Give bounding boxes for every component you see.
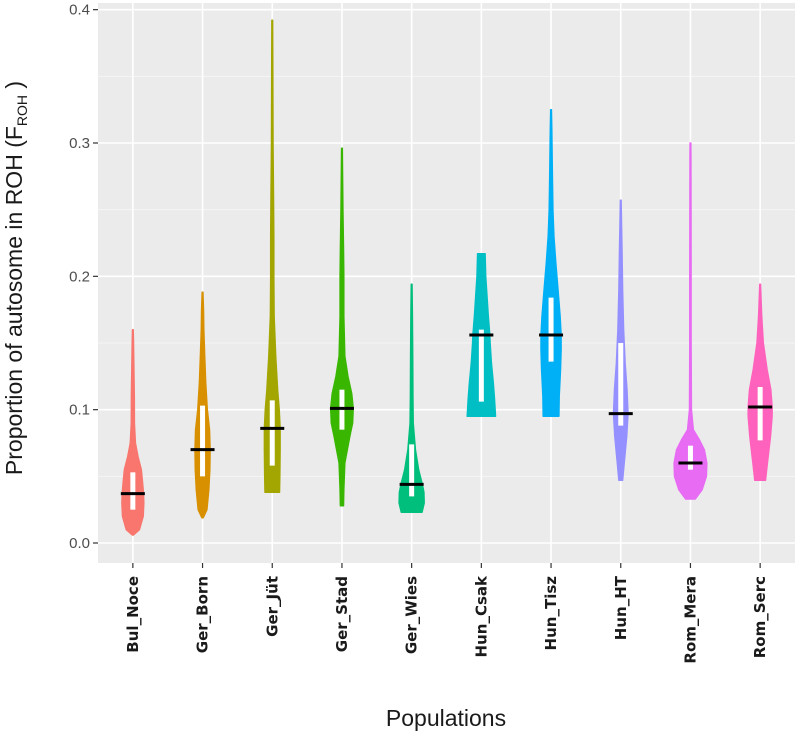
- x-tick-label: Bul_Noce: [124, 576, 142, 653]
- violin-Hun_Tisz: [539, 108, 564, 418]
- x-tick-label: Ger_Stad: [333, 576, 351, 652]
- violin-Rom_Serc: [747, 283, 773, 482]
- y-axis-title-main: Proportion of autosome in ROH (F: [1, 126, 27, 475]
- violin-body: [612, 199, 629, 482]
- y-tick-label: 0.1: [69, 402, 90, 419]
- violins: [120, 19, 773, 536]
- violin-Bul_Noce: [120, 328, 145, 536]
- violin-body: [673, 142, 708, 500]
- x-tick-label: Ger_Jüt: [263, 576, 281, 637]
- y-axis-title-end: ): [1, 81, 27, 95]
- violin-body: [747, 283, 773, 482]
- x-tick-label: Hun_Csak: [472, 575, 490, 657]
- y-tick-label: 0.4: [69, 2, 90, 19]
- x-tick-label: Hun_HT: [612, 575, 630, 640]
- x-tick-label: Hun_Tisz: [542, 576, 560, 651]
- violin-body: [398, 283, 425, 514]
- x-axis: Bul_Noce Ger_Born Ger_Jüt Ger_Stad Ger_Wies H…: [124, 563, 769, 664]
- x-tick-label: Rom_Mera: [681, 576, 699, 664]
- y-axis: 0.0 0.1 0.2 0.3 0.4: [69, 2, 98, 552]
- violin-body: [121, 328, 145, 536]
- x-axis-title: Populations: [386, 705, 506, 731]
- violin-Rom_Mera: [673, 142, 708, 500]
- y-axis-title: Proportion of autosome in ROH (FROH ): [1, 81, 30, 475]
- y-tick-label: 0.2: [69, 268, 90, 285]
- violin-Ger_Jüt: [260, 19, 285, 494]
- violin-Hun_HT: [608, 199, 633, 482]
- violin-Ger_Born: [190, 291, 215, 519]
- violin-Ger_Wies: [398, 283, 425, 514]
- violin-body: [329, 147, 354, 507]
- violin-body: [263, 19, 281, 494]
- violin-Ger_Stad: [329, 147, 354, 507]
- violin-Hun_Csak: [466, 252, 497, 418]
- y-axis-title-subscript: ROH: [14, 95, 30, 126]
- violin-body: [540, 108, 562, 418]
- x-tick-label: Ger_Born: [194, 576, 212, 653]
- y-tick-label: 0.3: [69, 135, 90, 152]
- x-tick-label: Ger_Wies: [403, 576, 421, 654]
- y-tick-label: 0.0: [69, 535, 90, 552]
- x-tick-label: Rom_Serc: [751, 576, 769, 658]
